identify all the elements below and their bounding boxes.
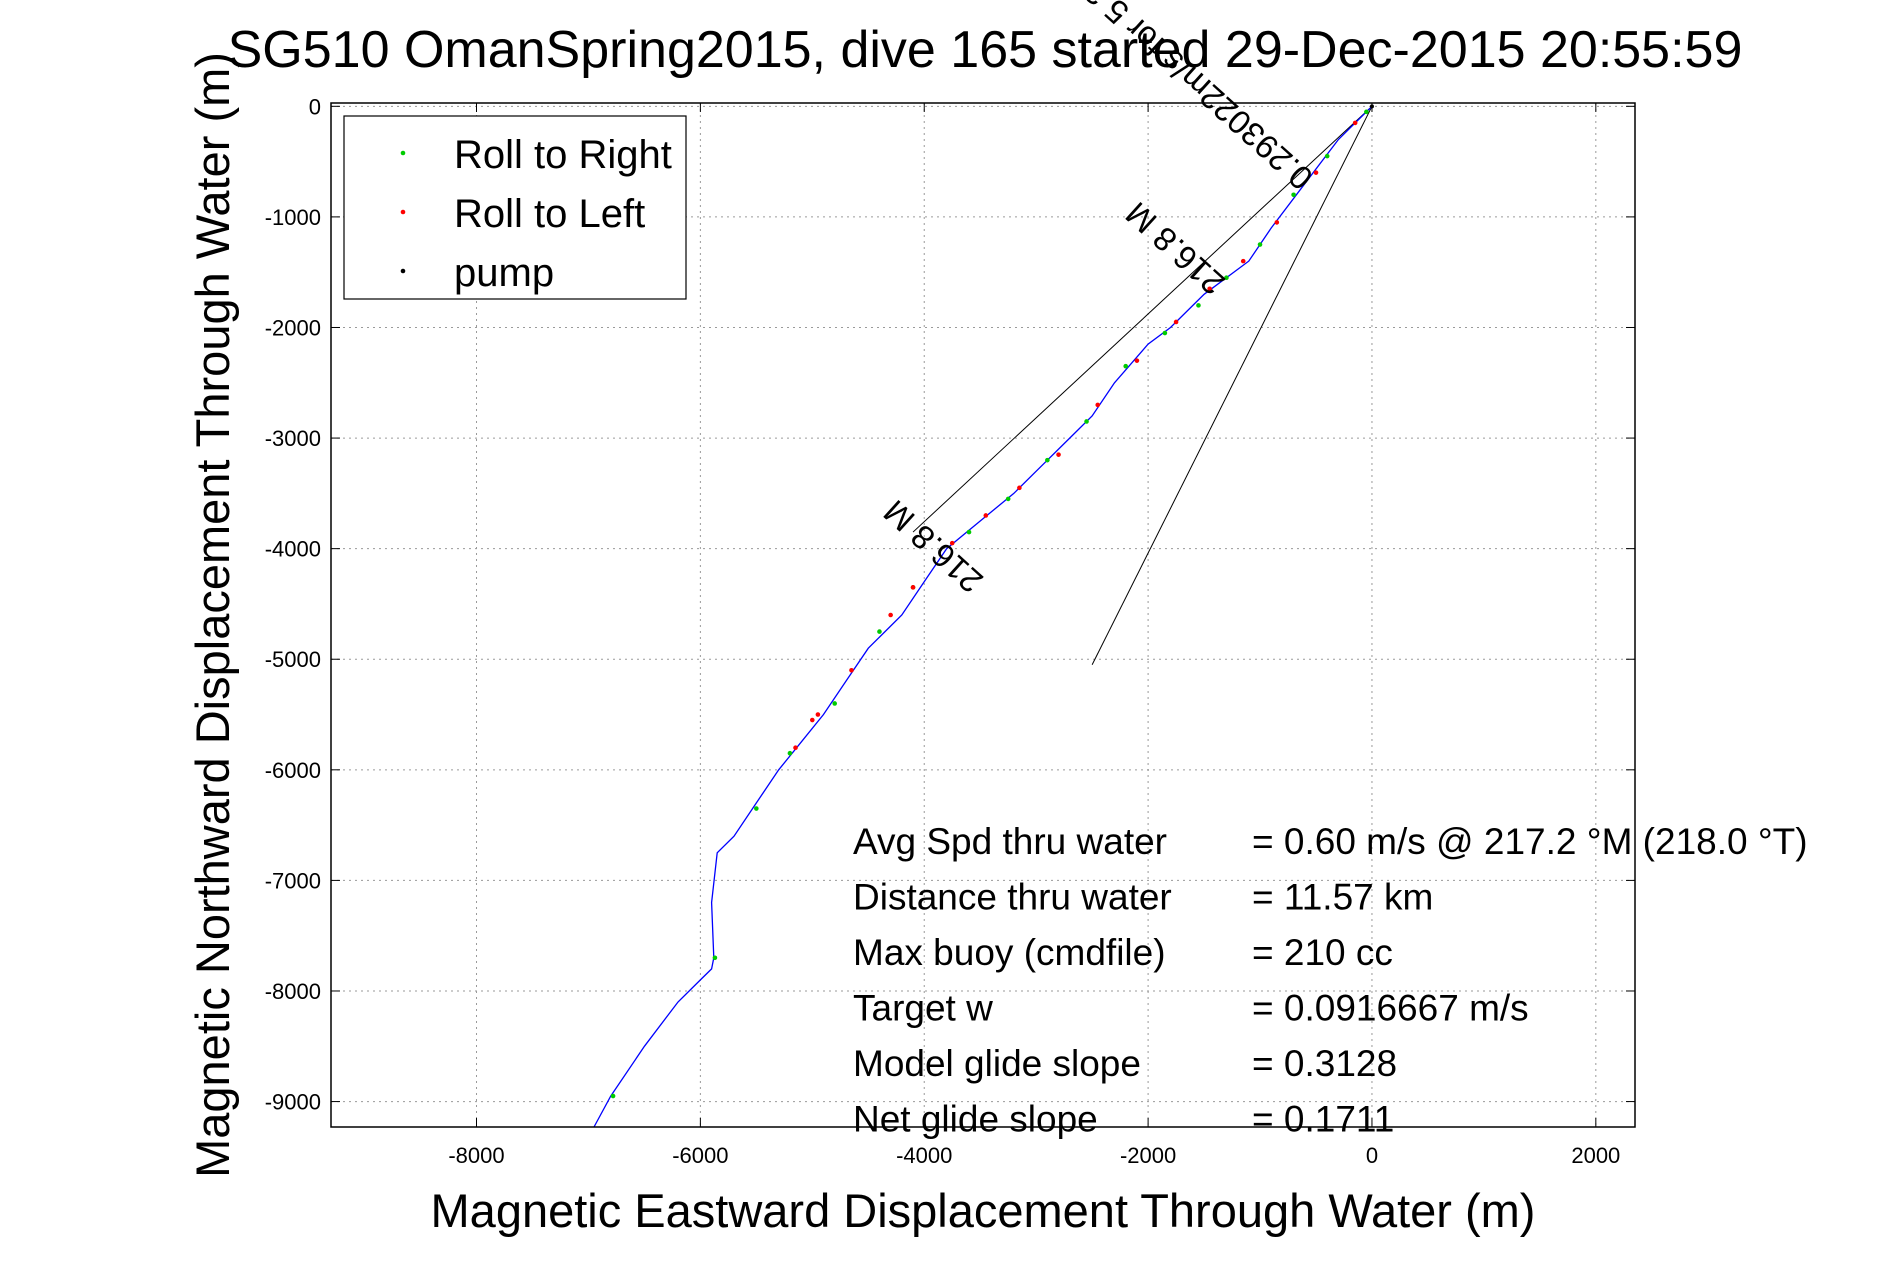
roll-left-point bbox=[1274, 220, 1280, 225]
annotation-value: = 11.57 km bbox=[1252, 877, 1433, 918]
annotation-value: = 0.3128 bbox=[1252, 1043, 1397, 1084]
track-line bbox=[593, 105, 1373, 1128]
cone-line bbox=[1091, 106, 1373, 665]
roll-right-point bbox=[754, 806, 759, 811]
roll-left-point bbox=[815, 712, 821, 717]
roll-left-point bbox=[910, 585, 916, 590]
chart-title: SG510 OmanSpring2015, dive 165 started 2… bbox=[228, 21, 1743, 79]
legend-marker bbox=[400, 150, 406, 156]
x-tick-label: 2000 bbox=[1571, 1143, 1620, 1168]
legend-label: Roll to Right bbox=[454, 133, 672, 177]
roll-left-point bbox=[888, 612, 893, 618]
marker-group bbox=[610, 104, 1374, 1099]
roll-right-point bbox=[1045, 457, 1050, 463]
roll-left-point bbox=[1095, 402, 1101, 408]
y-axis-ticks: 0 -1000 -2000 -3000 -4000 -5000 -6000 -7000 -800… bbox=[265, 94, 1635, 1115]
roll-left-point bbox=[849, 667, 854, 673]
x-axis-label: Magnetic Eastward Displacement Through W… bbox=[431, 1184, 1536, 1237]
roll-left-point bbox=[1352, 120, 1358, 126]
annotation-label: Model glide slope bbox=[853, 1043, 1141, 1084]
x-tick-label: -4000 bbox=[896, 1143, 952, 1168]
plot-frame bbox=[330, 102, 1636, 1128]
legend-label: Roll to Left bbox=[454, 192, 645, 236]
roll-left-point bbox=[810, 717, 815, 723]
legend-marker bbox=[400, 209, 406, 215]
roll-left-point bbox=[949, 540, 955, 546]
x-tick-label: -6000 bbox=[672, 1143, 728, 1168]
roll-right-point bbox=[877, 629, 882, 634]
cone-line bbox=[912, 105, 1373, 533]
roll-right-point bbox=[1123, 363, 1129, 369]
annotation-label: Max buoy (cmdfile) bbox=[853, 932, 1166, 973]
roll-right-point bbox=[1005, 496, 1011, 502]
annotation-value: = 0.0916667 m/s bbox=[1252, 988, 1529, 1029]
annotation-value: = 0.1711 bbox=[1252, 1099, 1394, 1140]
y-tick-label: -3000 bbox=[265, 426, 321, 451]
roll-right-point bbox=[1224, 275, 1229, 281]
annotation-label: Net glide slope bbox=[853, 1099, 1098, 1140]
x-axis-ticks: -8000 -6000 -4000 -2000 0 2000 bbox=[448, 103, 1620, 1168]
roll-right-point bbox=[966, 529, 972, 535]
y-tick-label: -2000 bbox=[265, 315, 321, 340]
y-tick-label: -5000 bbox=[265, 647, 321, 672]
roll-right-point bbox=[1162, 330, 1168, 336]
y-tick-label: -7000 bbox=[265, 868, 321, 893]
y-tick-label: -8000 bbox=[265, 979, 321, 1004]
roll-left-point bbox=[1017, 485, 1022, 491]
grid-lines bbox=[331, 103, 1635, 1127]
y-tick-label: -1000 bbox=[265, 205, 321, 230]
stats-annotations: Avg Spd thru water = 0.60 m/s @ 217.2 °M … bbox=[853, 821, 1808, 1140]
roll-left-point bbox=[1240, 258, 1246, 264]
roll-left-point bbox=[1313, 170, 1319, 175]
roll-right-point bbox=[1196, 303, 1201, 308]
x-tick-label: -8000 bbox=[448, 1143, 504, 1168]
annotation-label: Distance thru water bbox=[853, 877, 1172, 918]
y-tick-label: -6000 bbox=[265, 758, 321, 783]
roll-right-point bbox=[832, 701, 837, 706]
roll-right-point bbox=[1257, 242, 1263, 247]
x-tick-label: 0 bbox=[1366, 1143, 1378, 1168]
roll-right-point bbox=[610, 1093, 616, 1099]
roll-right-point bbox=[1364, 109, 1369, 115]
legend-marker bbox=[400, 268, 406, 274]
roll-right-point bbox=[787, 750, 793, 756]
roll-left-point bbox=[1207, 286, 1212, 292]
y-tick-label: -4000 bbox=[265, 537, 321, 562]
cone-lines bbox=[912, 105, 1373, 665]
roll-right-point bbox=[1324, 153, 1330, 159]
y-axis-label: Magnetic Northward Displacement Through … bbox=[186, 52, 239, 1178]
annotation-value: = 210 cc bbox=[1252, 932, 1393, 973]
y-tick-label: -9000 bbox=[265, 1090, 321, 1115]
roll-left-point bbox=[1134, 358, 1140, 363]
roll-right-point bbox=[712, 955, 718, 961]
roll-right-point bbox=[1291, 192, 1296, 198]
legend: Roll to Right Roll to Left pump bbox=[343, 115, 687, 300]
x-tick-label: -2000 bbox=[1120, 1143, 1176, 1168]
roll-left-point bbox=[1056, 452, 1061, 457]
legend-label: pump bbox=[454, 251, 554, 295]
roll-left-point bbox=[1173, 319, 1179, 325]
track-group bbox=[593, 105, 1373, 1128]
legend-box bbox=[343, 115, 687, 300]
roll-right-point bbox=[1084, 419, 1089, 424]
roll-left-point bbox=[983, 513, 989, 518]
annotation-value: = 0.60 m/s @ 217.2 °M (218.0 °T) bbox=[1252, 821, 1808, 862]
annotation-label: Target w bbox=[853, 988, 993, 1029]
y-tick-label: 0 bbox=[309, 94, 321, 119]
annotation-label: Avg Spd thru water bbox=[853, 821, 1167, 862]
roll-left-point bbox=[793, 745, 798, 750]
